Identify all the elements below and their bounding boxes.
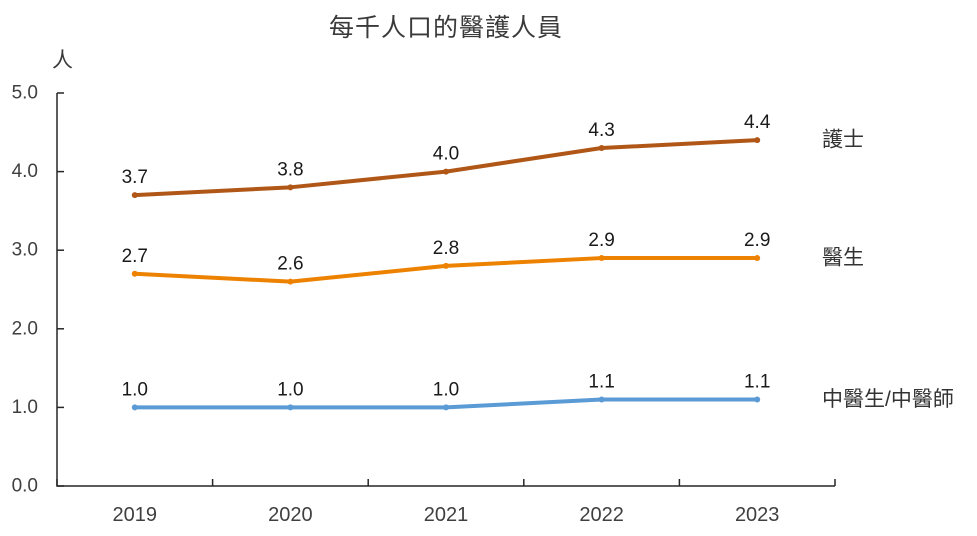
data-label: 4.0 bbox=[433, 144, 459, 165]
y-tick-label: 3.0 bbox=[12, 240, 38, 261]
series-label: 護士 bbox=[822, 129, 864, 152]
data-point-marker bbox=[131, 270, 138, 277]
series-label: 醫生 bbox=[822, 247, 864, 270]
data-point-marker bbox=[443, 262, 449, 269]
data-label: 1.0 bbox=[122, 379, 148, 400]
data-point-marker bbox=[131, 404, 138, 411]
data-label: 3.8 bbox=[277, 159, 303, 180]
y-tick-label: 5.0 bbox=[12, 83, 38, 104]
data-label: 2.8 bbox=[433, 238, 459, 259]
data-point-marker bbox=[754, 137, 761, 144]
data-point-marker bbox=[598, 255, 605, 262]
y-tick-label: 0.0 bbox=[12, 476, 38, 497]
data-point-marker bbox=[754, 255, 761, 262]
data-label: 2.6 bbox=[277, 254, 303, 275]
data-label: 1.0 bbox=[433, 379, 459, 400]
data-label: 2.9 bbox=[744, 230, 770, 251]
data-point-marker bbox=[287, 184, 294, 191]
data-label: 2.9 bbox=[588, 230, 614, 251]
y-tick-label: 1.0 bbox=[12, 397, 38, 418]
y-tick-label: 2.0 bbox=[12, 318, 38, 339]
x-tick-label: 2022 bbox=[579, 504, 624, 526]
data-point-marker bbox=[287, 404, 294, 411]
data-point-marker bbox=[443, 404, 449, 411]
data-point-marker bbox=[598, 396, 605, 403]
data-point-marker bbox=[287, 278, 294, 285]
data-label: 1.1 bbox=[744, 372, 770, 393]
data-label: 1.1 bbox=[588, 372, 614, 393]
x-tick-label: 2021 bbox=[424, 504, 469, 526]
data-label: 3.7 bbox=[122, 167, 148, 188]
data-point-marker bbox=[598, 145, 605, 152]
data-label: 4.3 bbox=[588, 120, 614, 141]
chart-title: 每千人口的醫護人員 bbox=[328, 14, 563, 42]
x-tick-label: 2020 bbox=[268, 504, 313, 526]
data-point-marker bbox=[131, 192, 138, 199]
data-point-marker bbox=[754, 396, 761, 403]
y-tick-label: 4.0 bbox=[12, 161, 38, 182]
data-point-marker bbox=[443, 168, 449, 175]
data-label: 2.7 bbox=[122, 246, 148, 267]
data-label: 4.4 bbox=[744, 112, 771, 133]
y-axis-unit-label: 人 bbox=[52, 49, 73, 72]
series-label: 中醫生/中醫師 bbox=[822, 388, 954, 411]
data-label: 1.0 bbox=[277, 379, 303, 400]
series-line bbox=[132, 256, 760, 284]
x-tick-label: 2023 bbox=[735, 504, 780, 526]
x-tick-label: 2019 bbox=[113, 504, 158, 526]
